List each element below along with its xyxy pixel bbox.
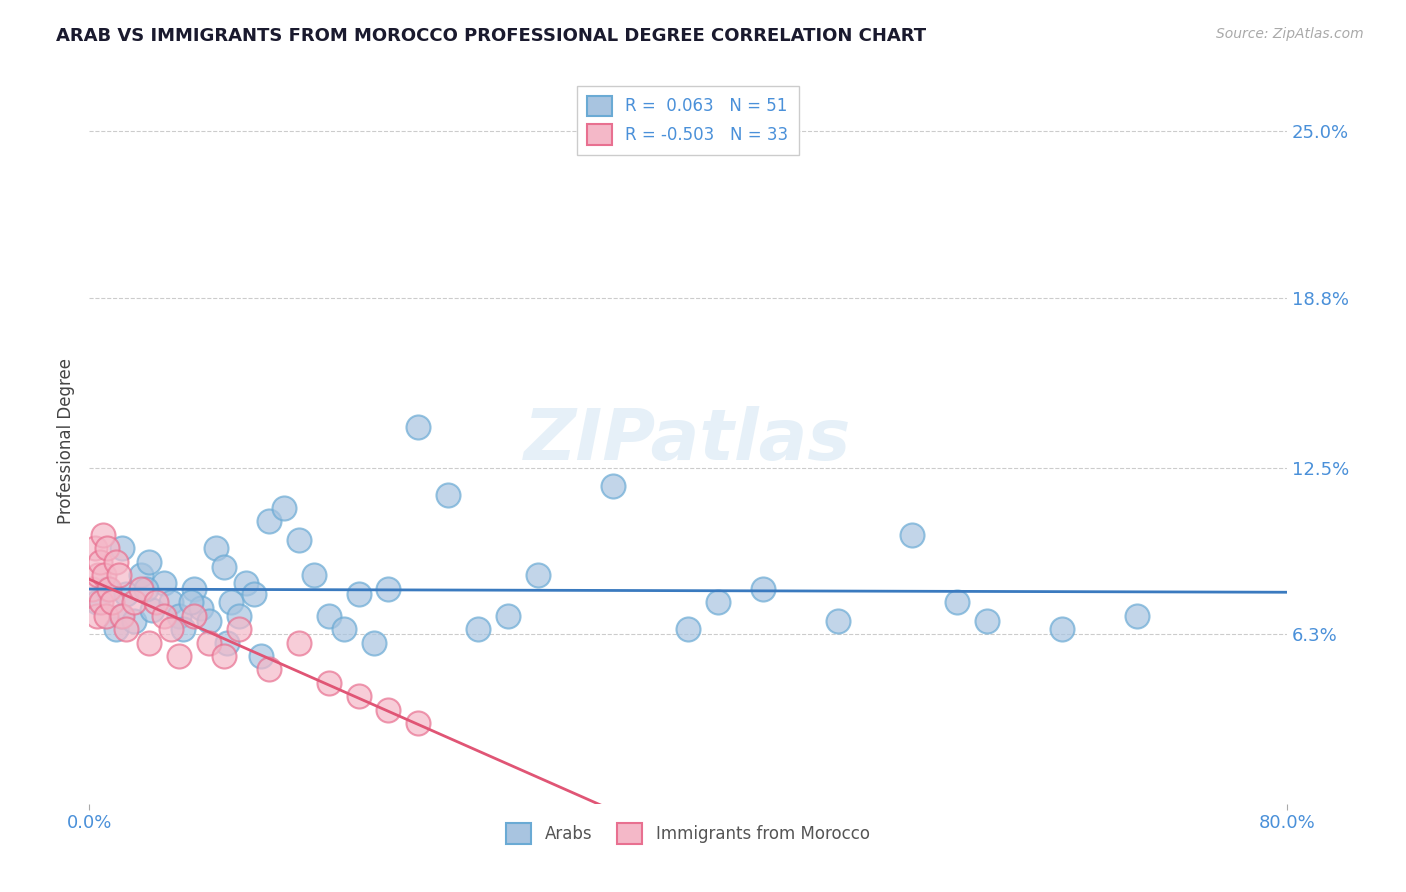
- Point: [80, 582, 103, 596]
- Point: [377, 703, 399, 717]
- Point: [347, 690, 370, 704]
- Text: Source: ZipAtlas.com: Source: ZipAtlas.com: [1216, 27, 1364, 41]
- Point: [827, 614, 849, 628]
- Point: [318, 676, 340, 690]
- Point: [86, 608, 108, 623]
- Point: [198, 614, 221, 628]
- Point: [160, 622, 183, 636]
- Point: [257, 662, 280, 676]
- Point: [250, 648, 273, 663]
- Point: [976, 614, 998, 628]
- Point: [153, 576, 176, 591]
- Point: [273, 500, 295, 515]
- Point: [90, 595, 112, 609]
- Point: [91, 528, 114, 542]
- Point: [228, 608, 250, 623]
- Point: [901, 528, 924, 542]
- Point: [408, 420, 430, 434]
- Point: [183, 582, 205, 596]
- Point: [89, 555, 111, 569]
- Point: [108, 568, 131, 582]
- Point: [302, 568, 325, 582]
- Point: [751, 582, 773, 596]
- Point: [110, 608, 132, 623]
- Point: [205, 541, 228, 556]
- Point: [602, 479, 624, 493]
- Point: [467, 622, 489, 636]
- Point: [437, 487, 460, 501]
- Point: [160, 595, 183, 609]
- Point: [287, 635, 309, 649]
- Point: [180, 595, 202, 609]
- Point: [115, 587, 138, 601]
- Point: [363, 635, 385, 649]
- Point: [946, 595, 969, 609]
- Point: [84, 541, 107, 556]
- Point: [347, 587, 370, 601]
- Point: [87, 568, 110, 582]
- Point: [527, 568, 550, 582]
- Point: [221, 595, 243, 609]
- Point: [86, 595, 108, 609]
- Text: ARAB VS IMMIGRANTS FROM MOROCCO PROFESSIONAL DEGREE CORRELATION CHART: ARAB VS IMMIGRANTS FROM MOROCCO PROFESSI…: [56, 27, 927, 45]
- Point: [1126, 608, 1149, 623]
- Point: [145, 595, 167, 609]
- Point: [228, 622, 250, 636]
- Point: [93, 568, 115, 582]
- Point: [100, 595, 122, 609]
- Text: ZIPatlas: ZIPatlas: [524, 406, 852, 475]
- Point: [153, 608, 176, 623]
- Point: [287, 533, 309, 548]
- Point: [242, 587, 264, 601]
- Point: [115, 622, 138, 636]
- Point: [105, 622, 128, 636]
- Point: [676, 622, 699, 636]
- Point: [138, 635, 160, 649]
- Point: [94, 608, 117, 623]
- Point: [183, 608, 205, 623]
- Point: [377, 582, 399, 596]
- Point: [496, 608, 519, 623]
- Point: [167, 648, 190, 663]
- Point: [111, 608, 134, 623]
- Point: [212, 648, 235, 663]
- Point: [215, 635, 238, 649]
- Point: [332, 622, 354, 636]
- Point: [167, 608, 190, 623]
- Point: [122, 595, 145, 609]
- Legend: R =  0.063   N = 51, R = -0.503   N = 33: R = 0.063 N = 51, R = -0.503 N = 33: [576, 86, 799, 155]
- Point: [96, 582, 118, 596]
- Point: [257, 515, 280, 529]
- Point: [408, 716, 430, 731]
- Point: [198, 635, 221, 649]
- Point: [135, 582, 157, 596]
- Point: [131, 568, 153, 582]
- Point: [318, 608, 340, 623]
- Point: [111, 541, 134, 556]
- Point: [97, 582, 120, 596]
- Point: [172, 622, 194, 636]
- Point: [96, 541, 118, 556]
- Point: [1050, 622, 1073, 636]
- Point: [212, 560, 235, 574]
- Point: [141, 603, 163, 617]
- Point: [707, 595, 730, 609]
- Point: [105, 555, 128, 569]
- Point: [190, 600, 212, 615]
- Point: [122, 614, 145, 628]
- Point: [235, 576, 257, 591]
- Y-axis label: Professional Degree: Professional Degree: [58, 358, 75, 524]
- Point: [131, 582, 153, 596]
- Point: [138, 555, 160, 569]
